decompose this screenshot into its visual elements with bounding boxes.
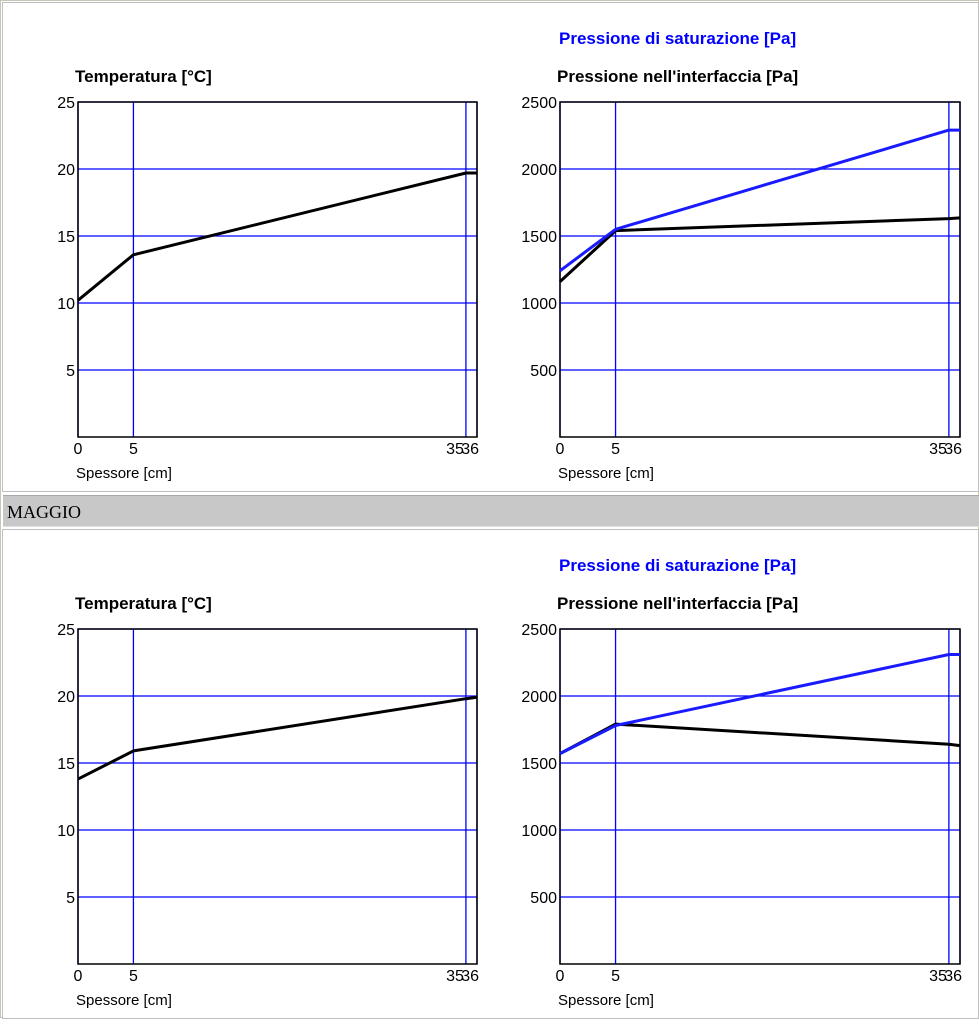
y-tick-label: 25 <box>57 622 75 639</box>
y-tick-label: 5 <box>66 890 75 907</box>
plot-area <box>559 628 961 965</box>
series-line-black <box>559 722 961 755</box>
section-header-bar: MAGGIO <box>3 495 979 527</box>
x-tick-label: 5 <box>129 441 138 458</box>
y-tick-label: 500 <box>530 890 557 907</box>
x-tick-label: 36 <box>944 968 962 985</box>
plot-area <box>77 101 478 438</box>
x-tick-label: 0 <box>556 441 565 458</box>
x-tick-label: 35 <box>446 968 464 985</box>
x-axis-label: Spessore [cm] <box>76 465 172 482</box>
x-axis-label: Spessore [cm] <box>558 992 654 1009</box>
y-tick-label: 1500 <box>521 229 557 246</box>
chart-upper-right: Pressione di saturazione [Pa] Pressione n… <box>521 29 962 482</box>
y-tick-label: 2500 <box>521 95 557 112</box>
series-line-blue <box>559 653 960 755</box>
y-tick-label: 5 <box>66 363 75 380</box>
y-tick-label: 20 <box>57 162 75 179</box>
y-tick-label: 500 <box>530 363 557 380</box>
chart-title-saturation: Pressione di saturazione [Pa] <box>559 556 796 575</box>
series-line-black <box>77 695 478 781</box>
x-axis-label: Spessore [cm] <box>558 465 654 482</box>
section-panel-lower: Temperatura [°C] 5 10 15 20 25 0 5 35 36 Spessore … <box>2 529 979 1019</box>
x-tick-label: 5 <box>611 968 620 985</box>
y-tick-label: 1000 <box>521 296 557 313</box>
y-tick-label: 25 <box>57 95 75 112</box>
y-tick-label: 10 <box>57 296 75 313</box>
y-tick-label: 15 <box>57 756 75 773</box>
chart-title-saturation: Pressione di saturazione [Pa] <box>559 29 796 48</box>
x-tick-label: 35 <box>929 968 947 985</box>
x-tick-label: 36 <box>461 441 479 458</box>
y-tick-label: 2500 <box>521 622 557 639</box>
x-axis-label: Spessore [cm] <box>76 992 172 1009</box>
plot-area <box>559 101 961 438</box>
series-line-black <box>558 216 961 283</box>
chart-title: Pressione nell'interfaccia [Pa] <box>557 594 798 613</box>
y-tick-label: 10 <box>57 823 75 840</box>
series-line-black <box>77 171 477 302</box>
x-tick-label: 35 <box>929 441 947 458</box>
x-tick-label: 35 <box>446 441 464 458</box>
x-tick-label: 5 <box>129 968 138 985</box>
chart-title: Temperatura [°C] <box>75 594 212 613</box>
section-header-month: MAGGIO <box>7 502 81 522</box>
x-tick-label: 0 <box>74 968 83 985</box>
x-tick-label: 0 <box>556 968 565 985</box>
chart-title: Pressione nell'interfaccia [Pa] <box>557 67 798 86</box>
y-tick-label: 15 <box>57 229 75 246</box>
x-tick-label: 36 <box>461 968 479 985</box>
y-tick-label: 2000 <box>521 162 557 179</box>
x-tick-label: 0 <box>74 441 83 458</box>
x-tick-label: 36 <box>944 441 962 458</box>
y-tick-label: 1500 <box>521 756 557 773</box>
y-tick-label: 2000 <box>521 689 557 706</box>
y-tick-label: 1000 <box>521 823 557 840</box>
section-panel-upper: Temperatura [°C] 5 10 15 20 25 0 5 35 36 Spessore … <box>2 2 979 492</box>
chart-title: Temperatura [°C] <box>75 67 212 86</box>
x-tick-label: 5 <box>611 441 620 458</box>
y-tick-label: 20 <box>57 689 75 706</box>
series-line-blue <box>559 128 960 273</box>
chart-lower-right: Pressione di saturazione [Pa] Pressione n… <box>521 556 962 1009</box>
plot-area <box>77 628 478 965</box>
